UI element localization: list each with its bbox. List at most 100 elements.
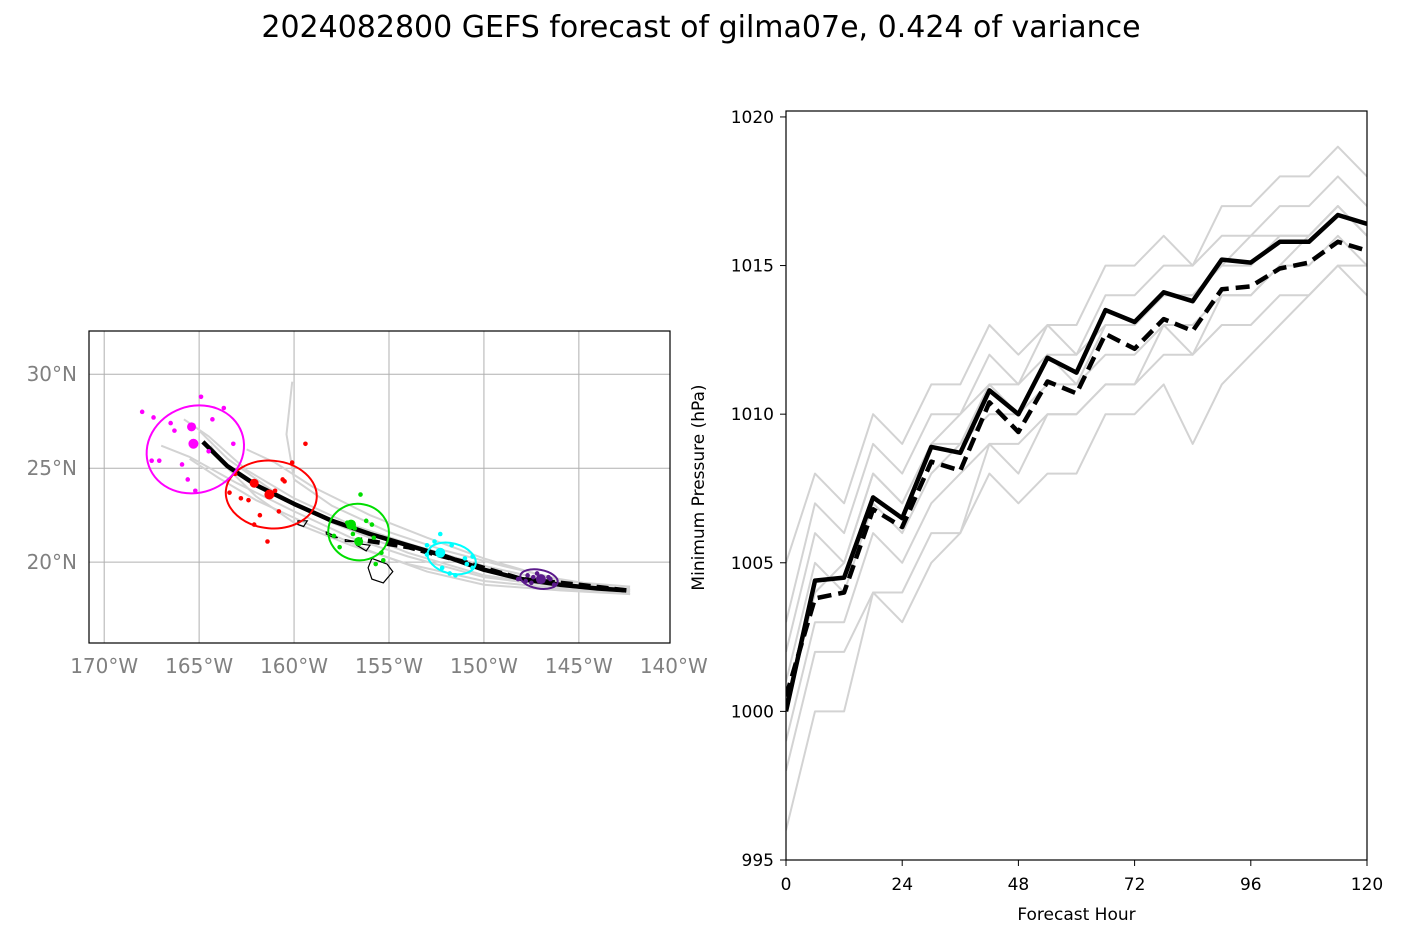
map-lat-tick-label: 25°N <box>27 456 77 480</box>
page-title: 2024082800 GEFS forecast of gilma07e, 0.… <box>261 10 1141 45</box>
pressure-y-axis-label: Minimum Pressure (hPa) <box>689 384 709 590</box>
day3-spread-ellipse <box>327 502 390 562</box>
map-lon-tick-label: 170°W <box>70 654 138 678</box>
pressure-plot-area <box>786 145 1367 831</box>
pressure-x-axis-label: Forecast Hour <box>1017 905 1135 925</box>
day3-member-position <box>380 558 386 563</box>
day1-mean-position <box>535 574 546 585</box>
track-map-panel: 170°W 165°W 160°W 155°W 150°W 145°W 140°W 20°N 2… <box>27 330 708 678</box>
day5-member-position <box>151 415 156 420</box>
day2-member-position <box>424 542 430 548</box>
pressure-member-line <box>786 205 1367 831</box>
day3-member-position <box>363 518 369 524</box>
day4-member-position <box>265 539 270 544</box>
member-track <box>209 445 631 596</box>
day3-member-position <box>331 533 337 539</box>
hawaii-island-coastline <box>367 557 394 584</box>
day2-mean-position <box>435 547 446 558</box>
day5-member-position <box>193 488 198 494</box>
day3-member-position <box>369 522 375 527</box>
day5-member-position <box>198 394 204 400</box>
day5-member-position <box>168 420 173 426</box>
map-lon-tick-label: 160°W <box>260 654 328 678</box>
day4-member-position <box>246 497 251 503</box>
day5-member-position <box>206 448 211 454</box>
day5-member-position <box>172 428 177 433</box>
day5-member-position <box>221 405 227 411</box>
day1-member-position <box>525 573 530 578</box>
day5-member-position <box>231 441 236 447</box>
map-frame <box>88 330 671 644</box>
pressure-member-line <box>786 205 1367 712</box>
day1-member-position <box>534 571 540 576</box>
day2-spread-ellipse <box>426 541 477 576</box>
day2-member-position <box>437 531 443 537</box>
map-plot-area <box>89 331 670 643</box>
day5-spread-ellipse <box>145 404 246 495</box>
day5-member-position <box>185 477 191 482</box>
pressure-deterministic-line <box>786 239 1367 698</box>
pressure-frame <box>785 110 1368 861</box>
deterministic-track <box>360 537 627 593</box>
day4-spread-ellipse <box>224 459 318 530</box>
map-lon-tick-label: 155°W <box>355 654 423 678</box>
day5-member-position <box>179 462 185 467</box>
day4-member-position <box>303 441 308 447</box>
pressure-member-line <box>786 264 1367 772</box>
pressure-y-tick-label: 1005 <box>731 554 774 574</box>
pressure-x-tick-label: 24 <box>891 875 913 895</box>
day1-member-position <box>515 576 521 582</box>
pressure-x-tick-label: 120 <box>1351 875 1383 895</box>
pressure-x-tick-label: 0 <box>781 875 792 895</box>
pressure-member-line <box>786 234 1367 682</box>
map-lat-tick-label: 30°N <box>27 362 77 386</box>
day5-mean-position <box>188 438 199 449</box>
day5-member-position <box>156 458 162 463</box>
day2-member-position <box>462 556 468 561</box>
day4-member-position <box>272 488 278 494</box>
day3-member-position <box>358 492 363 497</box>
day4-member-position <box>238 495 244 501</box>
map-lat-tick-label: 20°N <box>27 550 77 574</box>
pressure-y-tick-label: 1010 <box>731 405 774 425</box>
pressure-member-line <box>786 205 1367 653</box>
pressure-member-line <box>786 145 1367 564</box>
day2-member-position <box>439 565 445 571</box>
day5-member-position <box>139 409 145 415</box>
day1-member-position <box>529 580 534 586</box>
map-lon-tick-label: 140°W <box>640 654 708 678</box>
pressure-x-tick-label: 96 <box>1240 875 1262 895</box>
day3-member-position <box>373 561 379 567</box>
member-track <box>183 418 631 594</box>
map-lon-tick-label: 145°W <box>545 654 613 678</box>
pressure-chart-panel: 0 24 48 72 96 120 995 1000 1005 1010 1015 1020 Forec… <box>689 108 1383 925</box>
pressure-x-tick-label: 72 <box>1124 875 1146 895</box>
day1-spread-ellipse <box>519 568 559 590</box>
pressure-y-tick-label: 1000 <box>731 702 774 722</box>
day4-member-position <box>280 477 285 482</box>
pressure-y-tick-label: 1015 <box>731 257 774 277</box>
day4-member-position <box>257 512 263 518</box>
day4-mean-position <box>264 489 275 500</box>
map-lon-tick-label: 150°W <box>450 654 518 678</box>
pressure-mean-line <box>786 212 1367 712</box>
pressure-y-tick-label: 995 <box>742 851 774 871</box>
day3-mean-position <box>346 519 357 530</box>
hawaii-island-coastline <box>344 538 355 543</box>
member-track <box>246 448 631 588</box>
day4-deterministic-position <box>249 478 259 488</box>
day1-member-position <box>548 576 553 582</box>
pressure-y-tick-label: 1020 <box>731 108 774 128</box>
day4-member-position <box>227 490 232 495</box>
day5-member-position <box>210 417 215 422</box>
day2-member-position <box>464 561 470 567</box>
day5-deterministic-position <box>187 422 197 432</box>
day3-member-position <box>371 535 377 541</box>
day1-member-position <box>530 574 536 580</box>
day2-member-position <box>432 539 437 544</box>
map-lon-tick-label: 165°W <box>165 654 233 678</box>
day3-deterministic-position <box>354 537 364 547</box>
day4-member-position <box>276 509 282 514</box>
day3-member-position <box>337 544 342 550</box>
